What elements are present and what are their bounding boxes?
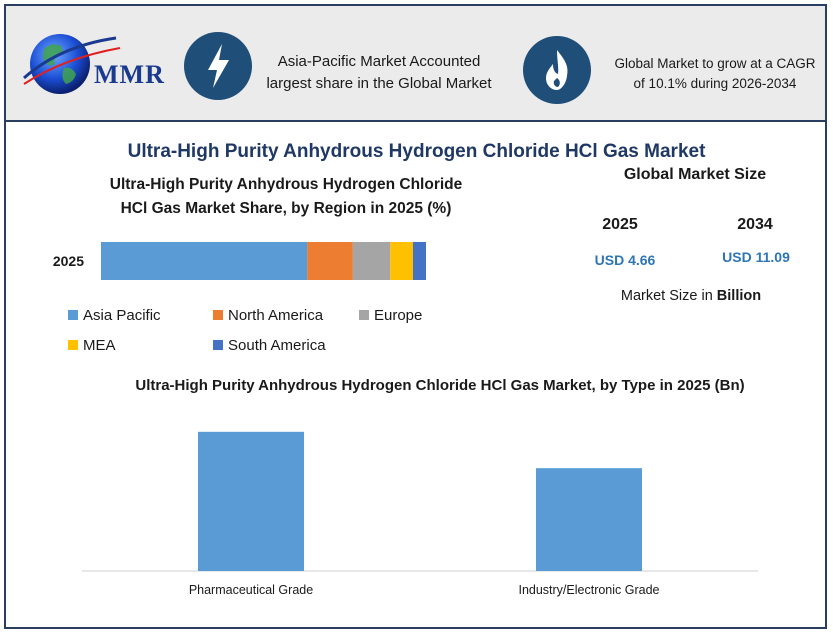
legend-swatch	[213, 340, 223, 350]
mmr-logo: MMR	[20, 28, 170, 98]
legend-item-asia-pacific: Asia Pacific	[68, 307, 161, 325]
legend-item-europe: Europe	[359, 307, 422, 325]
legend-swatch	[68, 310, 78, 320]
type-bar-industry-electronic-grade	[536, 468, 642, 571]
market-value-2034: USD 11.09	[722, 249, 790, 265]
region-category-label: 2025	[53, 253, 84, 269]
market-year-2034: 2034	[737, 216, 773, 233]
card2-icon-circle	[523, 36, 591, 104]
logo-text: MMR	[94, 60, 165, 89]
market-size-title: Global Market Size	[623, 166, 767, 183]
unit-prefix: Market Size in	[620, 288, 717, 304]
legend-item-mea: MEA	[68, 337, 116, 355]
globe-icon	[23, 34, 121, 94]
legend-swatch	[359, 310, 369, 320]
main-title: Ultra-High Purity Anhydrous Hydrogen Chl…	[127, 141, 706, 162]
region-segment-europe	[352, 242, 391, 280]
type-bar-pharmaceutical-grade	[198, 431, 304, 571]
legend-label: Europe	[374, 307, 423, 324]
region-segment-south-america	[413, 242, 426, 280]
infographic-frame	[4, 4, 827, 629]
legend-label: Asia Pacific	[83, 307, 161, 324]
type-bar-chart: Pharmaceutical Grade Industry/Electronic …	[82, 431, 758, 597]
type-chart-title: Ultra-High Purity Anhydrous Hydrogen Chl…	[135, 377, 745, 394]
legend-item-south-america: South America	[213, 337, 326, 355]
card1-text: Asia-Pacific Market Accounted largest sh…	[266, 53, 492, 92]
market-year-2025: 2025	[602, 216, 638, 233]
type-tick-label-industry-electronic-grade: Industry/Electronic Grade	[518, 583, 659, 597]
region-segment-north-america	[307, 242, 353, 280]
legend-item-north-america: North America	[213, 307, 323, 325]
legend-label: North America	[228, 307, 324, 324]
type-tick-label-pharmaceutical-grade: Pharmaceutical Grade	[189, 583, 313, 597]
region-segment-asia-pacific	[101, 242, 308, 280]
market-value-2025: USD 4.66	[594, 252, 656, 268]
flame-icon	[546, 50, 568, 90]
legend-label: MEA	[83, 337, 116, 354]
market-size-unit: Market Size in Billion	[596, 288, 786, 304]
lightning-bolt-icon	[208, 44, 229, 88]
legend-swatch	[213, 310, 223, 320]
region-chart-title: Ultra-High Purity Anhydrous Hydrogen Chl…	[109, 176, 463, 217]
unit-bold: Billion	[716, 288, 762, 304]
card2-text: Global Market to grow at a CAGR of 10.1%…	[614, 56, 816, 91]
region-segment-mea	[390, 242, 413, 280]
region-share-chart: 2025	[53, 242, 426, 280]
legend-label: South America	[228, 337, 326, 354]
card1-icon-circle	[184, 32, 252, 100]
header-band: MMR Asia-Pacific Market Accounted larges…	[6, 6, 825, 122]
legend-swatch	[68, 340, 78, 350]
